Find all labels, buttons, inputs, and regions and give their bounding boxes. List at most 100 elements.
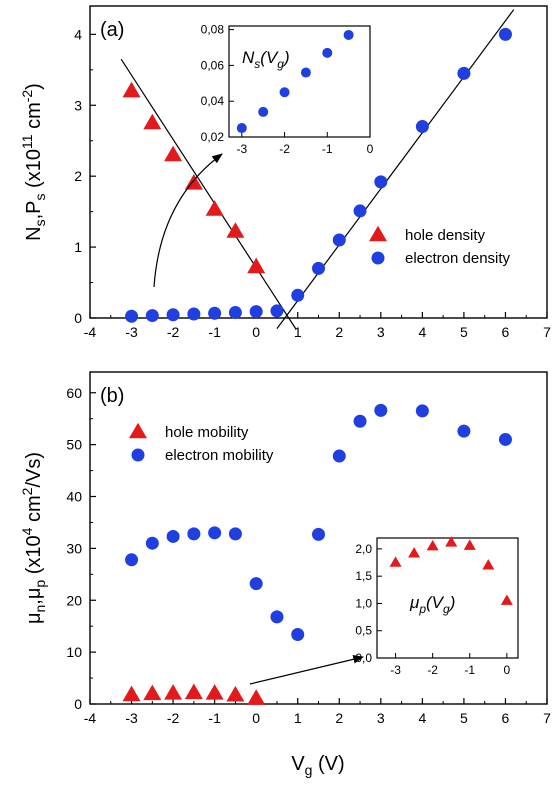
x-tick-label: 2 — [335, 710, 343, 726]
data-point — [312, 261, 325, 275]
inset-x-tick-label: -3 — [236, 142, 247, 156]
data-point — [205, 200, 224, 216]
x-tick-label: -2 — [167, 710, 180, 726]
data-point — [228, 306, 242, 320]
y-tick-label: 50 — [66, 437, 82, 453]
inset-x-tick-label: -1 — [464, 663, 475, 677]
legend: hole density electron density — [369, 225, 511, 267]
data-point — [374, 175, 388, 189]
inset-data-point — [408, 547, 421, 558]
data-point — [498, 27, 512, 41]
inset-data-point — [258, 106, 269, 117]
data-point — [164, 145, 183, 162]
inset-data-point — [389, 556, 402, 567]
y-tick-label: 1 — [74, 239, 82, 255]
inset-x-tick-label: -2 — [427, 663, 438, 677]
inset-y-tick-label: 1,5 — [355, 569, 372, 583]
x-tick-label: 1 — [294, 324, 302, 340]
data-point — [166, 308, 180, 322]
data-point — [226, 685, 245, 702]
x-tick-label: -1 — [208, 324, 221, 340]
data-point — [187, 307, 201, 321]
inset-y-tick-label: 0,08 — [201, 23, 225, 37]
data-point — [332, 449, 346, 463]
data-point — [270, 610, 284, 624]
x-tick-label: -4 — [84, 710, 97, 726]
x-axis-label: Vg (V) — [291, 753, 344, 778]
legend-marker — [131, 448, 145, 462]
y-axis-label: Ns,Ps (x1011 cm-2) — [19, 83, 48, 241]
x-tick-label: 1 — [294, 710, 302, 726]
data-point — [125, 553, 139, 567]
data-point — [247, 689, 266, 705]
y-tick-label: 60 — [66, 385, 82, 401]
arrow-a — [153, 153, 223, 288]
inset-data-point — [463, 539, 476, 550]
inset-y-tick-label: 0,04 — [201, 94, 225, 108]
data-point — [415, 404, 429, 418]
y-tick-label: 20 — [66, 592, 82, 608]
inset-data-point — [500, 594, 513, 605]
x-tick-label: -4 — [84, 324, 97, 340]
inset-data-point — [236, 123, 247, 134]
data-point — [291, 627, 305, 641]
y-tick-label: 30 — [66, 540, 82, 556]
data-point — [164, 684, 183, 700]
y-tick-label: 40 — [66, 489, 82, 505]
data-point — [208, 306, 222, 320]
panel-label: (b) — [100, 385, 124, 407]
fit-line — [120, 58, 297, 329]
x-tick-label: -1 — [208, 710, 221, 726]
panel-label: (a) — [100, 19, 124, 41]
x-tick-label: -3 — [125, 324, 138, 340]
legend-marker — [369, 225, 387, 242]
inset-data-point — [482, 559, 495, 570]
y-tick-label: 0 — [74, 696, 82, 712]
legend-label: electron mobility — [165, 447, 274, 464]
data-point — [353, 204, 367, 218]
x-tick-label: -2 — [167, 324, 180, 340]
x-tick-label: 3 — [377, 324, 385, 340]
inset-x-tick-label: -2 — [279, 142, 290, 156]
data-point — [205, 684, 224, 700]
inset-a: -3 -2 -1 0 0,02 0,04 0,06 0,08 Ns(Vg) — [201, 23, 374, 156]
inset-frame — [228, 25, 371, 138]
inset-title: μp(Vg) — [409, 593, 455, 616]
x-tick-label: 0 — [252, 710, 260, 726]
fit-line — [276, 9, 515, 329]
inset-x-tick-label: -1 — [322, 142, 333, 156]
x-tick-label: 4 — [418, 710, 426, 726]
inset-data-point — [426, 539, 439, 551]
data-point — [143, 684, 162, 701]
x-tick-label: 5 — [460, 324, 468, 340]
legend-marker — [129, 422, 147, 439]
panel-b: -4 -3 -2 -1 0 1 2 3 4 5 6 7 0 10 20 30 40 50 60 (b) μn,μp (x… — [19, 371, 551, 726]
data-point — [184, 683, 203, 700]
inset-y-tick-label: 0,06 — [201, 58, 225, 72]
legend-marker — [371, 251, 385, 265]
inset-data-point — [445, 536, 458, 547]
data-point — [187, 527, 201, 541]
data-point — [249, 577, 263, 591]
data-point — [457, 66, 471, 80]
inset-y-tick-label: 0,02 — [201, 130, 225, 144]
y-tick-label: 4 — [74, 26, 82, 42]
x-tick-label: 2 — [335, 324, 343, 340]
panel-a: -4 -3 -2 -1 0 1 2 3 4 5 6 7 0 1 2 3 4 (a) Ns,Ps (x1011 cm-… — [19, 5, 551, 340]
inset-x-tick-label: -3 — [390, 663, 401, 677]
inset-data-point — [300, 67, 311, 78]
data-point — [145, 309, 159, 323]
data-point — [208, 526, 222, 540]
legend-label: hole mobility — [165, 424, 249, 441]
data-point — [226, 222, 245, 238]
inset-data-point — [343, 29, 354, 40]
x-tick-label: -3 — [125, 710, 138, 726]
inset-x-tick-label: 0 — [367, 142, 374, 156]
series-electron-density — [125, 27, 512, 323]
inset-y-tick-label: 0,5 — [355, 624, 372, 638]
x-tick-label: 7 — [543, 324, 551, 340]
data-point — [415, 120, 429, 134]
x-tick-label: 7 — [543, 710, 551, 726]
data-point — [122, 81, 141, 98]
